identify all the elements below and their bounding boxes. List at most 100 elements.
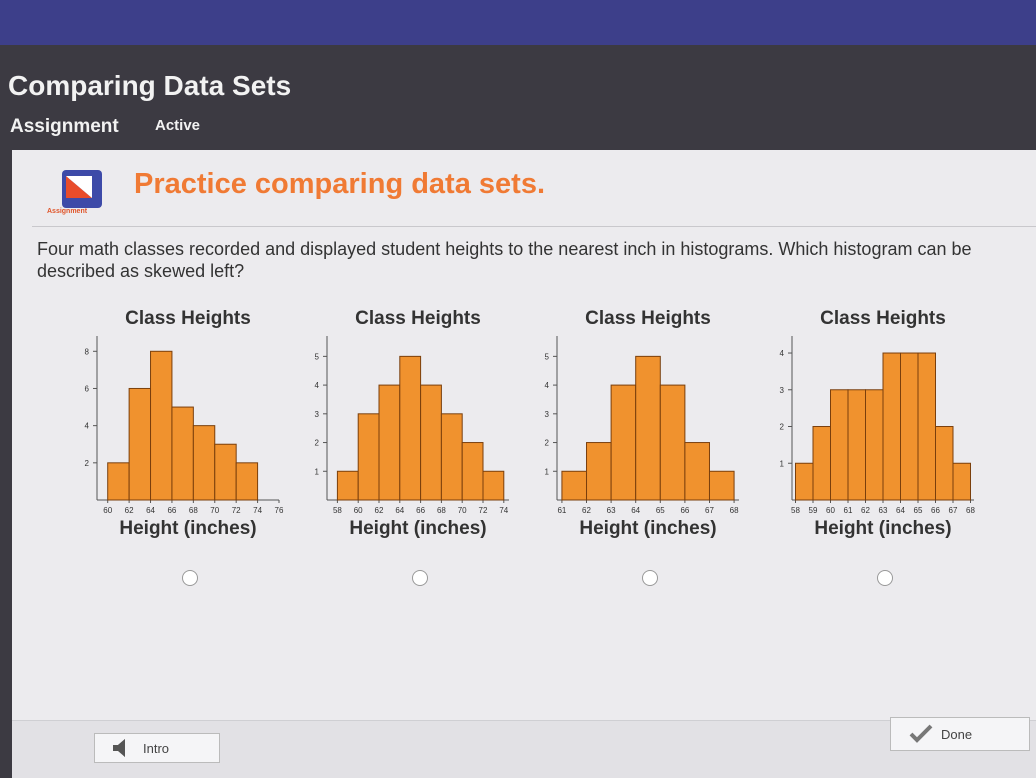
tab-label[interactable]: Assignment [10, 116, 119, 137]
x-tick-label: 64 [896, 506, 905, 515]
bar [378, 384, 401, 501]
histogram: Class Heights 1 2 3 4 5 58 60 62 64 66 68 70 72 74 Heig… [315, 308, 509, 539]
x-tick-label: 64 [631, 506, 640, 515]
bar [847, 389, 866, 501]
bar [399, 355, 422, 501]
x-tick-label: 60 [826, 506, 835, 515]
bar [865, 389, 884, 501]
x-tick-label: 62 [125, 506, 134, 515]
bar [635, 355, 661, 501]
x-tick-label: 61 [844, 506, 853, 515]
x-tick-label: 60 [354, 506, 363, 515]
y-tick-label: 1 [545, 467, 550, 476]
x-tick-label: 70 [458, 506, 467, 515]
x-tick-label: 72 [479, 506, 488, 515]
answer-radio[interactable] [642, 570, 658, 586]
chart-title: Class Heights [125, 308, 251, 329]
x-tick-label: 63 [879, 506, 888, 515]
bar [952, 462, 971, 501]
y-tick-label: 4 [85, 422, 90, 431]
x-axis-label: Height (inches) [579, 518, 716, 539]
x-tick-label: 68 [730, 506, 739, 515]
x-tick-label: 68 [437, 506, 446, 515]
x-tick-label: 74 [499, 506, 508, 515]
footer-bar: Intro Done [12, 717, 1036, 778]
histogram: Class Heights 1 2 3 4 5 61 62 63 64 65 66 67 68 Height… [545, 308, 740, 539]
y-tick-label: 5 [315, 352, 320, 361]
bar [708, 470, 735, 501]
lesson-panel: Assignment Practice comparing data sets.… [12, 150, 1036, 778]
x-tick-label: 58 [333, 506, 342, 515]
y-tick-label: 3 [780, 386, 785, 395]
bar [440, 413, 463, 501]
bar [610, 384, 637, 501]
x-tick-label: 60 [103, 506, 112, 515]
bar [461, 442, 484, 501]
y-tick-label: 3 [545, 410, 550, 419]
bar [795, 462, 814, 501]
y-tick-label: 2 [545, 439, 550, 448]
answer-radio[interactable] [412, 570, 428, 586]
bar [586, 442, 612, 501]
done-label: Done [941, 727, 973, 742]
bar [684, 442, 710, 501]
y-tick-label: 4 [545, 381, 550, 390]
bar [420, 384, 442, 501]
page-title: Comparing Data Sets [8, 70, 292, 101]
bar [917, 352, 936, 501]
y-tick-label: 6 [85, 384, 90, 393]
bar [882, 352, 901, 501]
x-axis-label: Height (inches) [349, 518, 486, 539]
bar [214, 443, 237, 501]
bar [235, 462, 259, 501]
y-tick-label: 8 [85, 347, 90, 356]
y-tick-label: 2 [85, 459, 90, 468]
x-tick-label: 67 [949, 506, 958, 515]
intro-label: Intro [143, 741, 170, 756]
y-tick-label: 5 [545, 352, 550, 361]
x-tick-label: 66 [167, 506, 176, 515]
done-button[interactable]: Done [890, 717, 1030, 751]
bar [150, 350, 173, 501]
y-tick-label: 2 [315, 439, 320, 448]
y-tick-label: 3 [315, 410, 320, 419]
x-tick-label: 76 [275, 506, 284, 515]
bar [336, 470, 359, 501]
check-icon [909, 724, 933, 743]
x-tick-label: 58 [791, 506, 800, 515]
x-tick-label: 74 [253, 506, 262, 515]
y-tick-label: 1 [780, 459, 785, 468]
bar [128, 387, 152, 501]
bar [659, 384, 686, 501]
x-tick-label: 68 [966, 506, 975, 515]
x-axis-label: Height (inches) [814, 518, 951, 539]
divider [32, 226, 1036, 227]
x-tick-label: 62 [861, 506, 870, 515]
question: Four math classes recorded and displayed… [37, 239, 972, 281]
answer-radio[interactable] [182, 570, 198, 586]
browser-band [0, 0, 1036, 45]
intro-button[interactable]: Intro [94, 733, 220, 763]
assignment-icon [62, 170, 102, 208]
x-tick-label: 64 [395, 506, 404, 515]
x-tick-label: 64 [146, 506, 155, 515]
x-axis-label: Height (inches) [119, 518, 256, 539]
bar [482, 470, 505, 501]
x-tick-label: 72 [232, 506, 241, 515]
speaker-icon [113, 739, 125, 757]
bar [900, 352, 919, 501]
x-tick-label: 66 [931, 506, 940, 515]
x-tick-label: 70 [210, 506, 219, 515]
x-tick-label: 67 [705, 506, 714, 515]
answer-radio[interactable] [877, 570, 893, 586]
bar [935, 426, 954, 501]
bar [192, 425, 216, 501]
x-tick-label: 63 [607, 506, 616, 515]
y-tick-label: 4 [315, 381, 320, 390]
y-tick-label: 2 [780, 423, 785, 432]
x-tick-label: 65 [656, 506, 665, 515]
lesson-heading: Practice comparing data sets. [134, 168, 545, 200]
histogram: Class Heights 1 2 3 4 58 59 60 61 62 63 64 65 66 67 68 H… [780, 308, 976, 539]
x-tick-label: 66 [680, 506, 689, 515]
